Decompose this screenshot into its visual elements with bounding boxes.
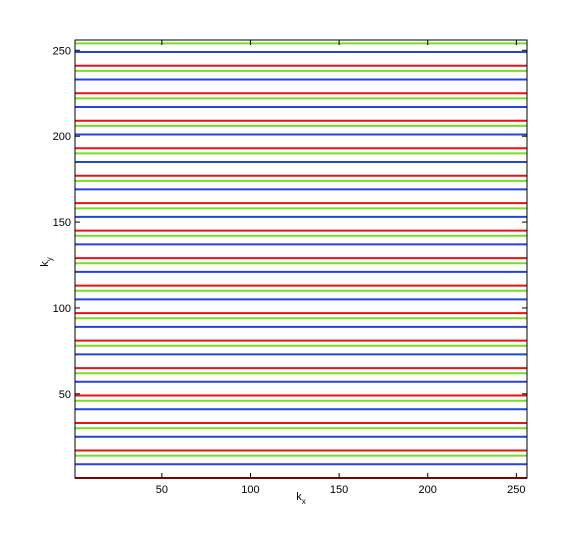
y-tick-label: 100 — [53, 303, 71, 315]
y-tick-label: 150 — [53, 217, 71, 229]
x-tick-label: 50 — [156, 484, 168, 496]
x-tick-label: 100 — [241, 484, 259, 496]
y-label-sub: y — [45, 257, 54, 261]
plot-frame — [74, 39, 528, 479]
x-tick-label: 250 — [507, 484, 525, 496]
x-axis-label: kx — [296, 491, 306, 506]
x-tick-label: 200 — [419, 484, 437, 496]
y-tick-label: 200 — [53, 131, 71, 143]
x-label-sub: x — [302, 497, 306, 506]
y-tick-label: 250 — [53, 45, 71, 57]
x-label-base: k — [296, 491, 302, 503]
y-label-base: k — [39, 261, 51, 267]
x-tick-label: 150 — [330, 484, 348, 496]
y-tick-label: 50 — [59, 389, 71, 401]
y-axis-label: ky — [39, 257, 54, 267]
